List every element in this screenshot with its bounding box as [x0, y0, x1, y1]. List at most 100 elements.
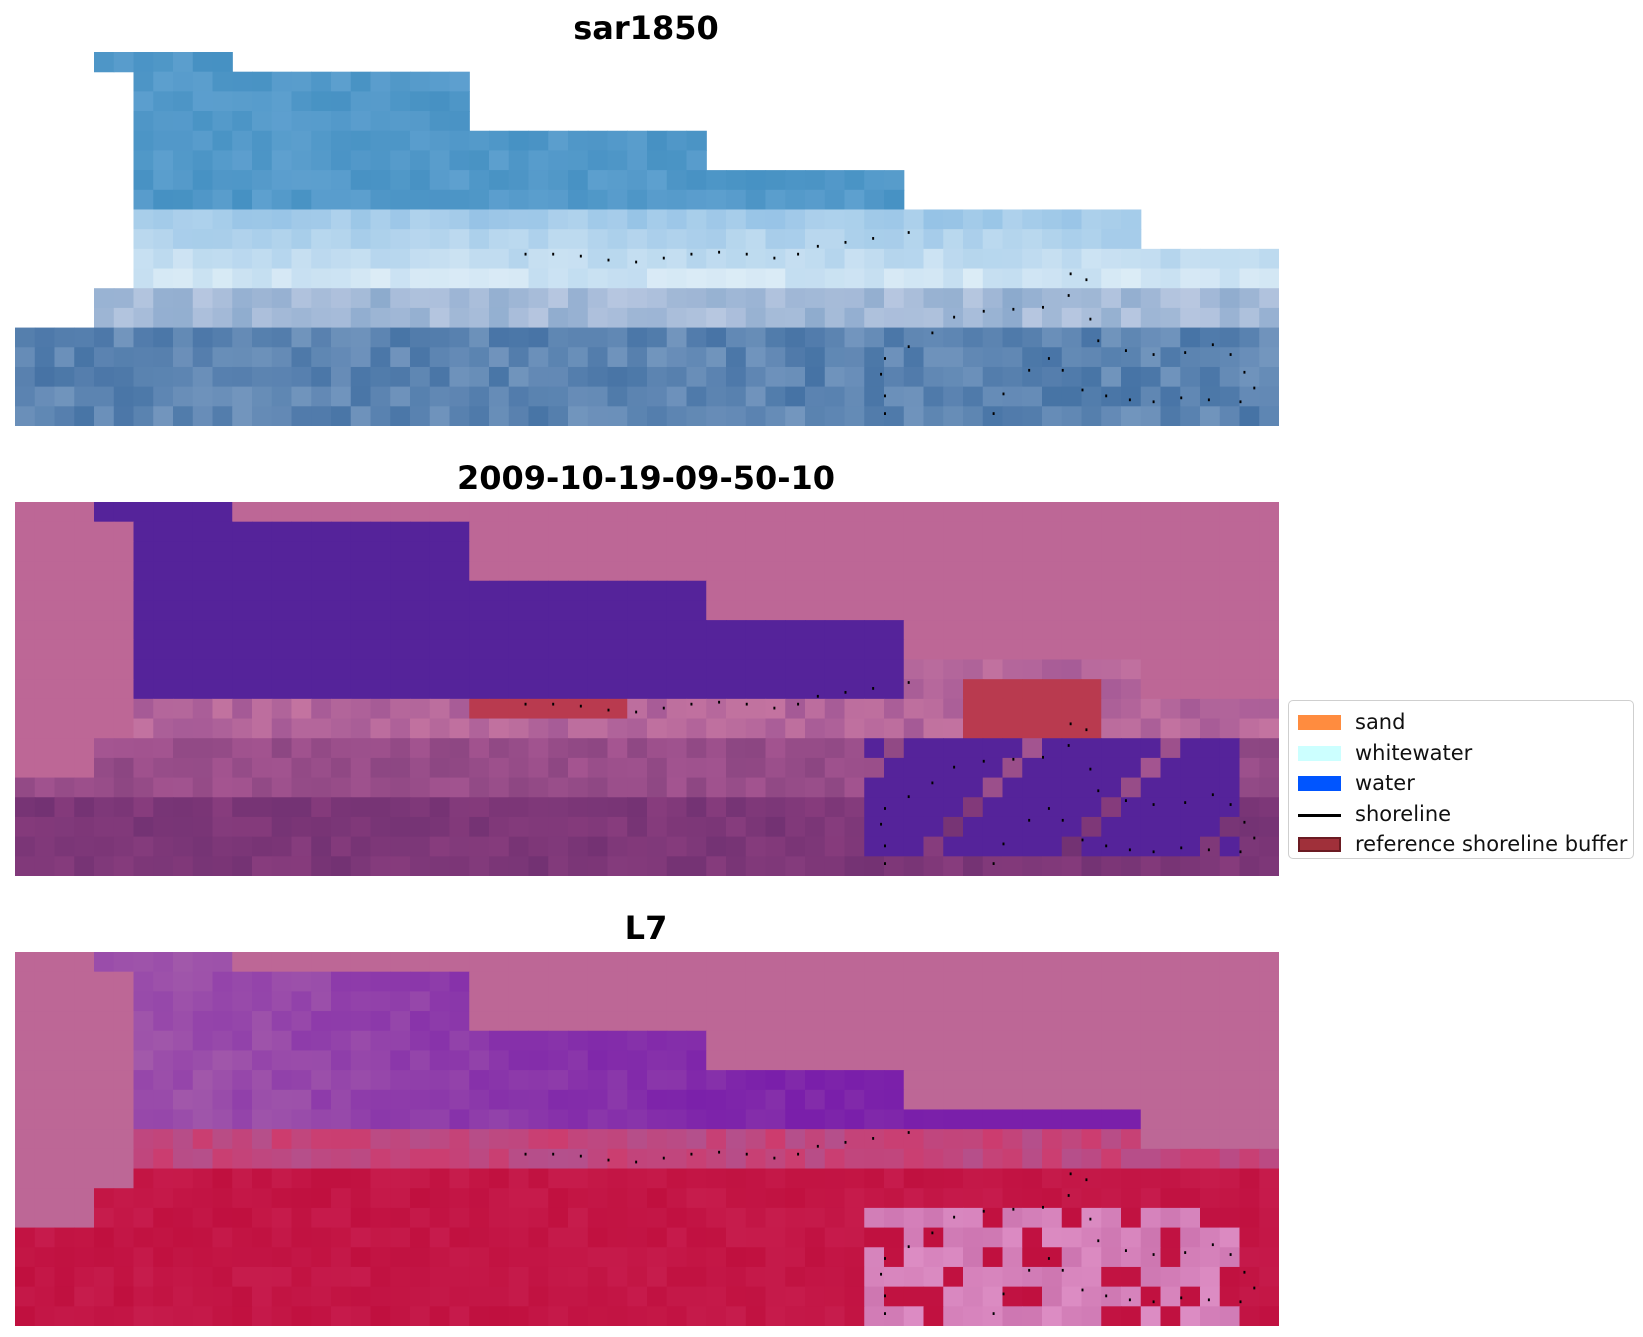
class-pixel: [331, 738, 352, 759]
class-pixel: [1219, 561, 1241, 582]
index-pixel: [587, 1227, 609, 1248]
index-pixel: [1101, 1168, 1122, 1189]
rgb-pixel: [153, 170, 174, 191]
index-pixel: [370, 1247, 391, 1268]
rgb-pixel: [884, 170, 905, 191]
index-pixel: [1081, 1306, 1102, 1326]
class-pixel: [410, 816, 431, 838]
rgb-pixel: [943, 327, 964, 348]
rgb-pixel: [548, 229, 569, 250]
index-pixel: [74, 1030, 95, 1052]
index-pixel: [903, 1188, 925, 1209]
class-pixel: [666, 797, 688, 818]
rgb-pixel: [192, 268, 214, 289]
index-pixel: [1002, 1286, 1023, 1307]
class-pixel: [173, 777, 194, 798]
index-pixel: [884, 1266, 905, 1288]
index-pixel: [548, 1148, 569, 1170]
class-pixel: [291, 718, 312, 739]
rgb-pixel: [805, 347, 826, 368]
index-pixel: [864, 1247, 885, 1268]
class-pixel: [173, 856, 194, 876]
index-pixel: [15, 1286, 36, 1307]
shoreline-point: [1081, 838, 1084, 842]
panel-title-2: 2009-10-19-09-50-10: [456, 459, 836, 497]
rgb-pixel: [1061, 209, 1083, 230]
class-pixel: [765, 600, 786, 621]
class-pixel: [548, 698, 569, 720]
index-pixel: [1239, 1247, 1260, 1268]
class-pixel: [232, 757, 253, 779]
class-pixel: [153, 797, 174, 818]
class-pixel: [844, 836, 865, 857]
index-pixel: [844, 991, 865, 1012]
class-pixel: [74, 659, 95, 680]
index-pixel: [410, 1050, 431, 1071]
class-pixel: [1101, 718, 1122, 739]
index-pixel: [74, 1306, 95, 1326]
rgb-pixel: [508, 288, 530, 309]
rgb-pixel: [923, 327, 944, 348]
index-pixel: [34, 1188, 56, 1209]
rgb-pixel: [548, 170, 569, 191]
class-pixel: [745, 698, 767, 720]
rgb-pixel: [489, 209, 510, 230]
class-pixel: [1061, 541, 1083, 562]
index-pixel: [982, 1109, 1004, 1130]
rgb-pixel: [153, 347, 174, 368]
rgb-pixel: [587, 170, 609, 191]
shoreline-point: [524, 252, 527, 256]
class-pixel: [923, 561, 944, 582]
class-pixel: [153, 816, 174, 838]
rgb-pixel: [173, 327, 194, 348]
rgb-pixel: [429, 327, 451, 348]
index-pixel: [1022, 991, 1043, 1012]
class-pixel: [291, 580, 312, 602]
rgb-pixel: [1200, 248, 1221, 270]
class-pixel: [54, 639, 75, 661]
rgb-pixel: [647, 209, 668, 230]
index-pixel: [1219, 1109, 1241, 1130]
index-pixel: [607, 1089, 628, 1111]
index-pixel: [745, 1227, 767, 1248]
index-pixel: [271, 1109, 293, 1130]
rgb-pixel: [745, 347, 767, 368]
index-pixel: [706, 1030, 727, 1052]
rgb-pixel: [726, 189, 747, 211]
index-pixel: [331, 1286, 352, 1307]
index-pixel: [192, 1188, 214, 1209]
class-pixel: [864, 797, 885, 818]
class-pixel: [864, 679, 885, 700]
rgb-pixel: [666, 229, 688, 250]
rgb-pixel: [252, 111, 273, 132]
index-pixel: [1200, 971, 1221, 992]
rgb-pixel: [785, 248, 806, 270]
class-pixel: [1219, 816, 1241, 838]
rgb-pixel: [627, 327, 648, 348]
index-pixel: [1081, 1207, 1102, 1229]
class-pixel: [1101, 561, 1122, 582]
class-pixel: [903, 816, 925, 838]
class-pixel: [864, 620, 885, 641]
rgb-pixel: [844, 229, 865, 250]
class-pixel: [627, 561, 648, 582]
class-pixel: [884, 836, 905, 857]
index-pixel: [1022, 1266, 1043, 1288]
index-pixel: [805, 1050, 826, 1071]
index-pixel: [508, 1188, 530, 1209]
rgb-pixel: [1121, 248, 1142, 270]
class-pixel: [212, 561, 233, 582]
class-pixel: [568, 639, 589, 661]
rgb-pixel: [15, 347, 36, 368]
index-pixel: [252, 1148, 273, 1170]
rgb-pixel: [1022, 366, 1043, 388]
rgb-pixel: [469, 406, 490, 426]
index-pixel: [173, 1286, 194, 1307]
index-pixel: [647, 1129, 668, 1150]
class-pixel: [627, 580, 648, 602]
class-pixel: [785, 738, 806, 759]
index-pixel: [1140, 1266, 1162, 1288]
index-pixel: [153, 991, 174, 1012]
rgb-pixel: [410, 288, 431, 309]
index-pixel: [94, 1050, 115, 1071]
